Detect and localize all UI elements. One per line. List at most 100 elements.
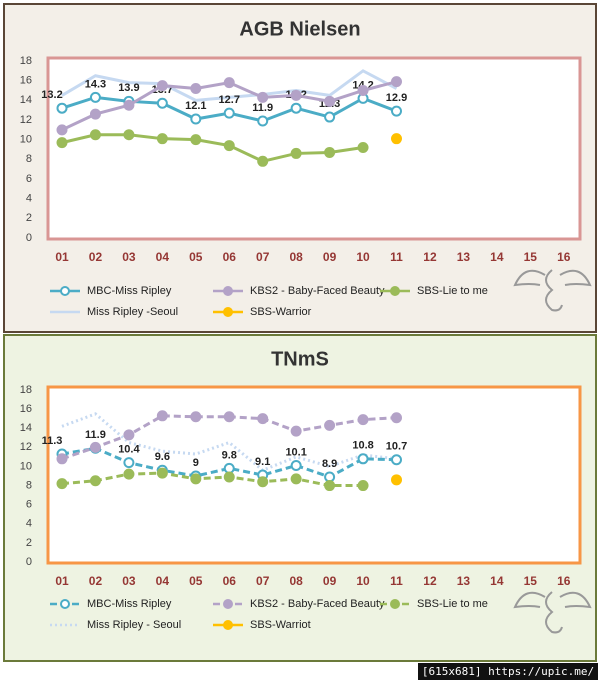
legend-marker (390, 286, 400, 296)
legend-marker (60, 286, 70, 296)
x-tick-label: 06 (223, 574, 237, 588)
data-point (190, 83, 202, 95)
data-point (257, 413, 269, 425)
data-point (56, 102, 68, 114)
legend-label: MBC-Miss Ripley (87, 285, 172, 297)
x-tick-label: 15 (524, 250, 538, 264)
x-tick-label: 07 (256, 250, 270, 264)
data-point (391, 454, 402, 466)
data-point (391, 76, 402, 88)
y-tick-label: 18 (20, 55, 32, 67)
data-point (190, 134, 202, 146)
y-tick-label: 2 (26, 212, 32, 224)
x-tick-label: 01 (55, 250, 69, 264)
data-point (257, 91, 269, 103)
data-label: 9 (193, 457, 199, 469)
x-tick-label: 06 (223, 250, 237, 264)
chart-title: TNmS (271, 348, 329, 370)
y-tick-label: 10 (20, 134, 32, 146)
data-label: 11.9 (85, 429, 106, 441)
x-tick-label: 16 (557, 574, 571, 588)
data-point (56, 124, 68, 136)
data-point (123, 457, 135, 469)
x-tick-label: 08 (289, 574, 303, 588)
data-point (391, 412, 402, 424)
legend-label: Miss Ripley -Seoul (87, 306, 178, 318)
data-point (257, 115, 269, 127)
data-point (190, 473, 202, 485)
y-tick-label: 16 (20, 403, 32, 415)
data-point (290, 147, 302, 159)
data-point (89, 475, 101, 487)
data-label: 14.3 (85, 78, 106, 90)
x-tick-label: 08 (289, 250, 303, 264)
data-label: 12.1 (185, 100, 206, 112)
plot-area (46, 385, 582, 565)
x-tick-label: 02 (89, 250, 103, 264)
data-point (357, 142, 369, 154)
x-tick-label: 09 (323, 250, 337, 264)
data-label: 13.9 (118, 82, 139, 94)
x-tick-label: 04 (156, 574, 170, 588)
data-point (391, 474, 402, 486)
y-tick-label: 0 (26, 232, 32, 244)
data-point (89, 91, 101, 103)
x-tick-label: 03 (122, 250, 136, 264)
series-line (61, 69, 398, 102)
series-line (61, 412, 397, 472)
footer-box (418, 663, 598, 680)
x-tick-label: 10 (356, 574, 370, 588)
data-point (290, 89, 302, 101)
legend-marker (223, 599, 233, 609)
x-tick-label: 11 (390, 574, 403, 588)
data-point (156, 410, 168, 422)
data-point (156, 467, 168, 479)
y-tick-label: 18 (20, 384, 32, 396)
x-tick-label: 05 (189, 574, 203, 588)
x-tick-label: 04 (156, 250, 170, 264)
data-point (123, 99, 135, 111)
data-point (223, 471, 235, 483)
legend-label: KBS2 - Baby-Faced Beauty (250, 598, 385, 610)
series-line (61, 446, 397, 479)
data-point (156, 97, 168, 109)
data-point (89, 129, 101, 141)
x-tick-label: 05 (189, 250, 203, 264)
x-tick-label: 12 (423, 574, 437, 588)
data-point (324, 111, 336, 123)
data-point (257, 155, 269, 167)
x-tick-label: 10 (356, 250, 370, 264)
data-point (190, 411, 202, 423)
y-tick-label: 8 (26, 479, 32, 491)
watermark (513, 269, 592, 634)
y-tick-label: 2 (26, 537, 32, 549)
data-label: 10.4 (118, 444, 140, 456)
data-point (223, 411, 235, 423)
x-tick-label: 14 (490, 250, 504, 264)
data-point (156, 80, 168, 92)
data-point (89, 441, 101, 453)
legend-label: SBS-Lie to me (417, 285, 488, 297)
y-tick-label: 0 (26, 556, 32, 568)
data-point (324, 480, 336, 492)
data-point (223, 107, 235, 119)
y-tick-label: 14 (20, 422, 32, 434)
y-tick-label: 4 (26, 193, 32, 205)
data-point (123, 468, 135, 480)
y-tick-label: 12 (20, 114, 32, 126)
x-tick-label: 13 (457, 250, 471, 264)
chart-title: AGB Nielsen (239, 18, 360, 40)
data-point (56, 478, 68, 490)
x-tick-label: 02 (89, 574, 103, 588)
data-point (357, 414, 369, 426)
legend-marker (390, 599, 400, 609)
legend-marker (60, 599, 70, 609)
data-point (391, 133, 402, 145)
data-point (324, 95, 336, 107)
data-label: 9.6 (155, 451, 170, 463)
data-label: 10.1 (285, 446, 306, 458)
data-point (290, 473, 302, 485)
legend-marker (223, 286, 233, 296)
series-line (61, 471, 364, 488)
